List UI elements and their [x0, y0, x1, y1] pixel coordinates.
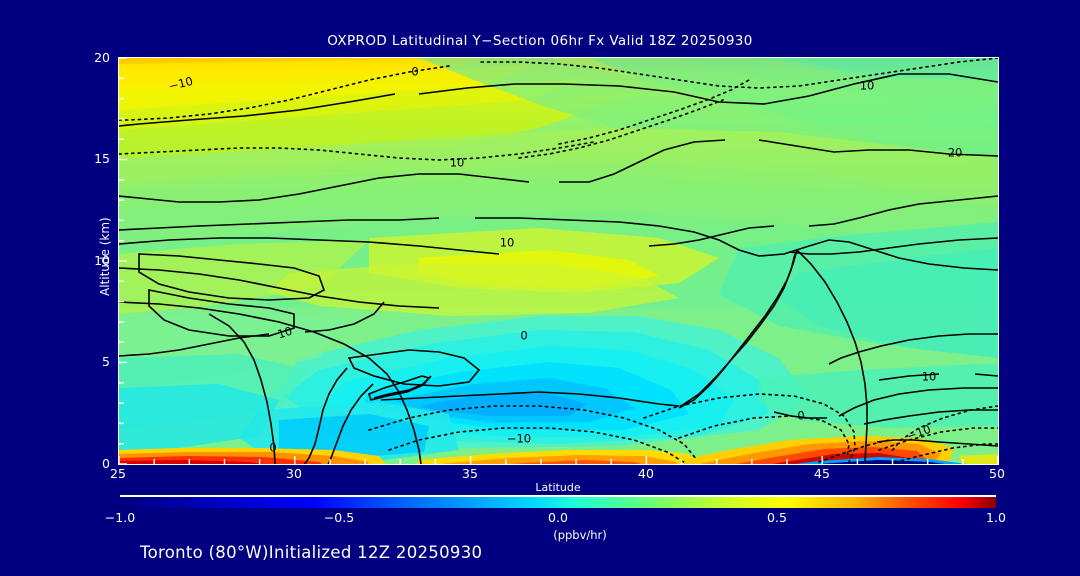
- y-tick-10: 10: [94, 253, 110, 268]
- x-tick-35: 35: [462, 466, 478, 481]
- colorbar-tick-max: 1.0: [986, 510, 1006, 525]
- plot-area: −10 0 10 20 10 10 10: [118, 57, 999, 465]
- contour-label: −10: [507, 432, 531, 446]
- contour-label: 10: [922, 370, 937, 384]
- y-tick-20: 20: [94, 50, 110, 65]
- y-tick-0: 0: [102, 456, 110, 471]
- cross-section-heatmap: −10 0 10 20 10 10 10: [119, 58, 998, 464]
- colorbar-tick-poshalf: 0.5: [767, 510, 787, 525]
- x-tick-30: 30: [286, 466, 302, 481]
- contour-label: 20: [948, 146, 963, 160]
- contour-label: 10: [860, 79, 875, 93]
- contour-label: 0: [269, 441, 276, 455]
- footer-caption: Toronto (80°W)Initialized 12Z 20250930: [140, 543, 483, 562]
- contour-label: 10: [450, 156, 465, 170]
- colorbar: [120, 497, 996, 508]
- page-title: OXPROD Latitudinal Y−Section 06hr Fx Val…: [327, 33, 753, 49]
- contour-label: 10: [500, 236, 515, 250]
- colorbar-tick-min: −1.0: [104, 510, 136, 525]
- colorbar-tick-zero: 0.0: [548, 510, 568, 525]
- colorbar-topline: [120, 495, 996, 497]
- contour-label: 10: [276, 324, 294, 342]
- x-axis-label: Latitude: [535, 481, 581, 494]
- x-tick-25: 25: [110, 466, 126, 481]
- y-tick-5: 5: [102, 354, 110, 369]
- x-tick-45: 45: [814, 466, 830, 481]
- contour-label: 0: [411, 65, 418, 79]
- colorbar-tick-neghalf: −0.5: [323, 510, 355, 525]
- x-tick-50: 50: [989, 466, 1005, 481]
- contour-label: 0: [797, 409, 804, 423]
- contour-label: −10: [167, 74, 194, 93]
- colorbar-units-label: (ppbv/hr): [553, 528, 607, 542]
- y-tick-15: 15: [94, 151, 110, 166]
- x-tick-40: 40: [638, 466, 654, 481]
- contour-label: 0: [520, 329, 527, 343]
